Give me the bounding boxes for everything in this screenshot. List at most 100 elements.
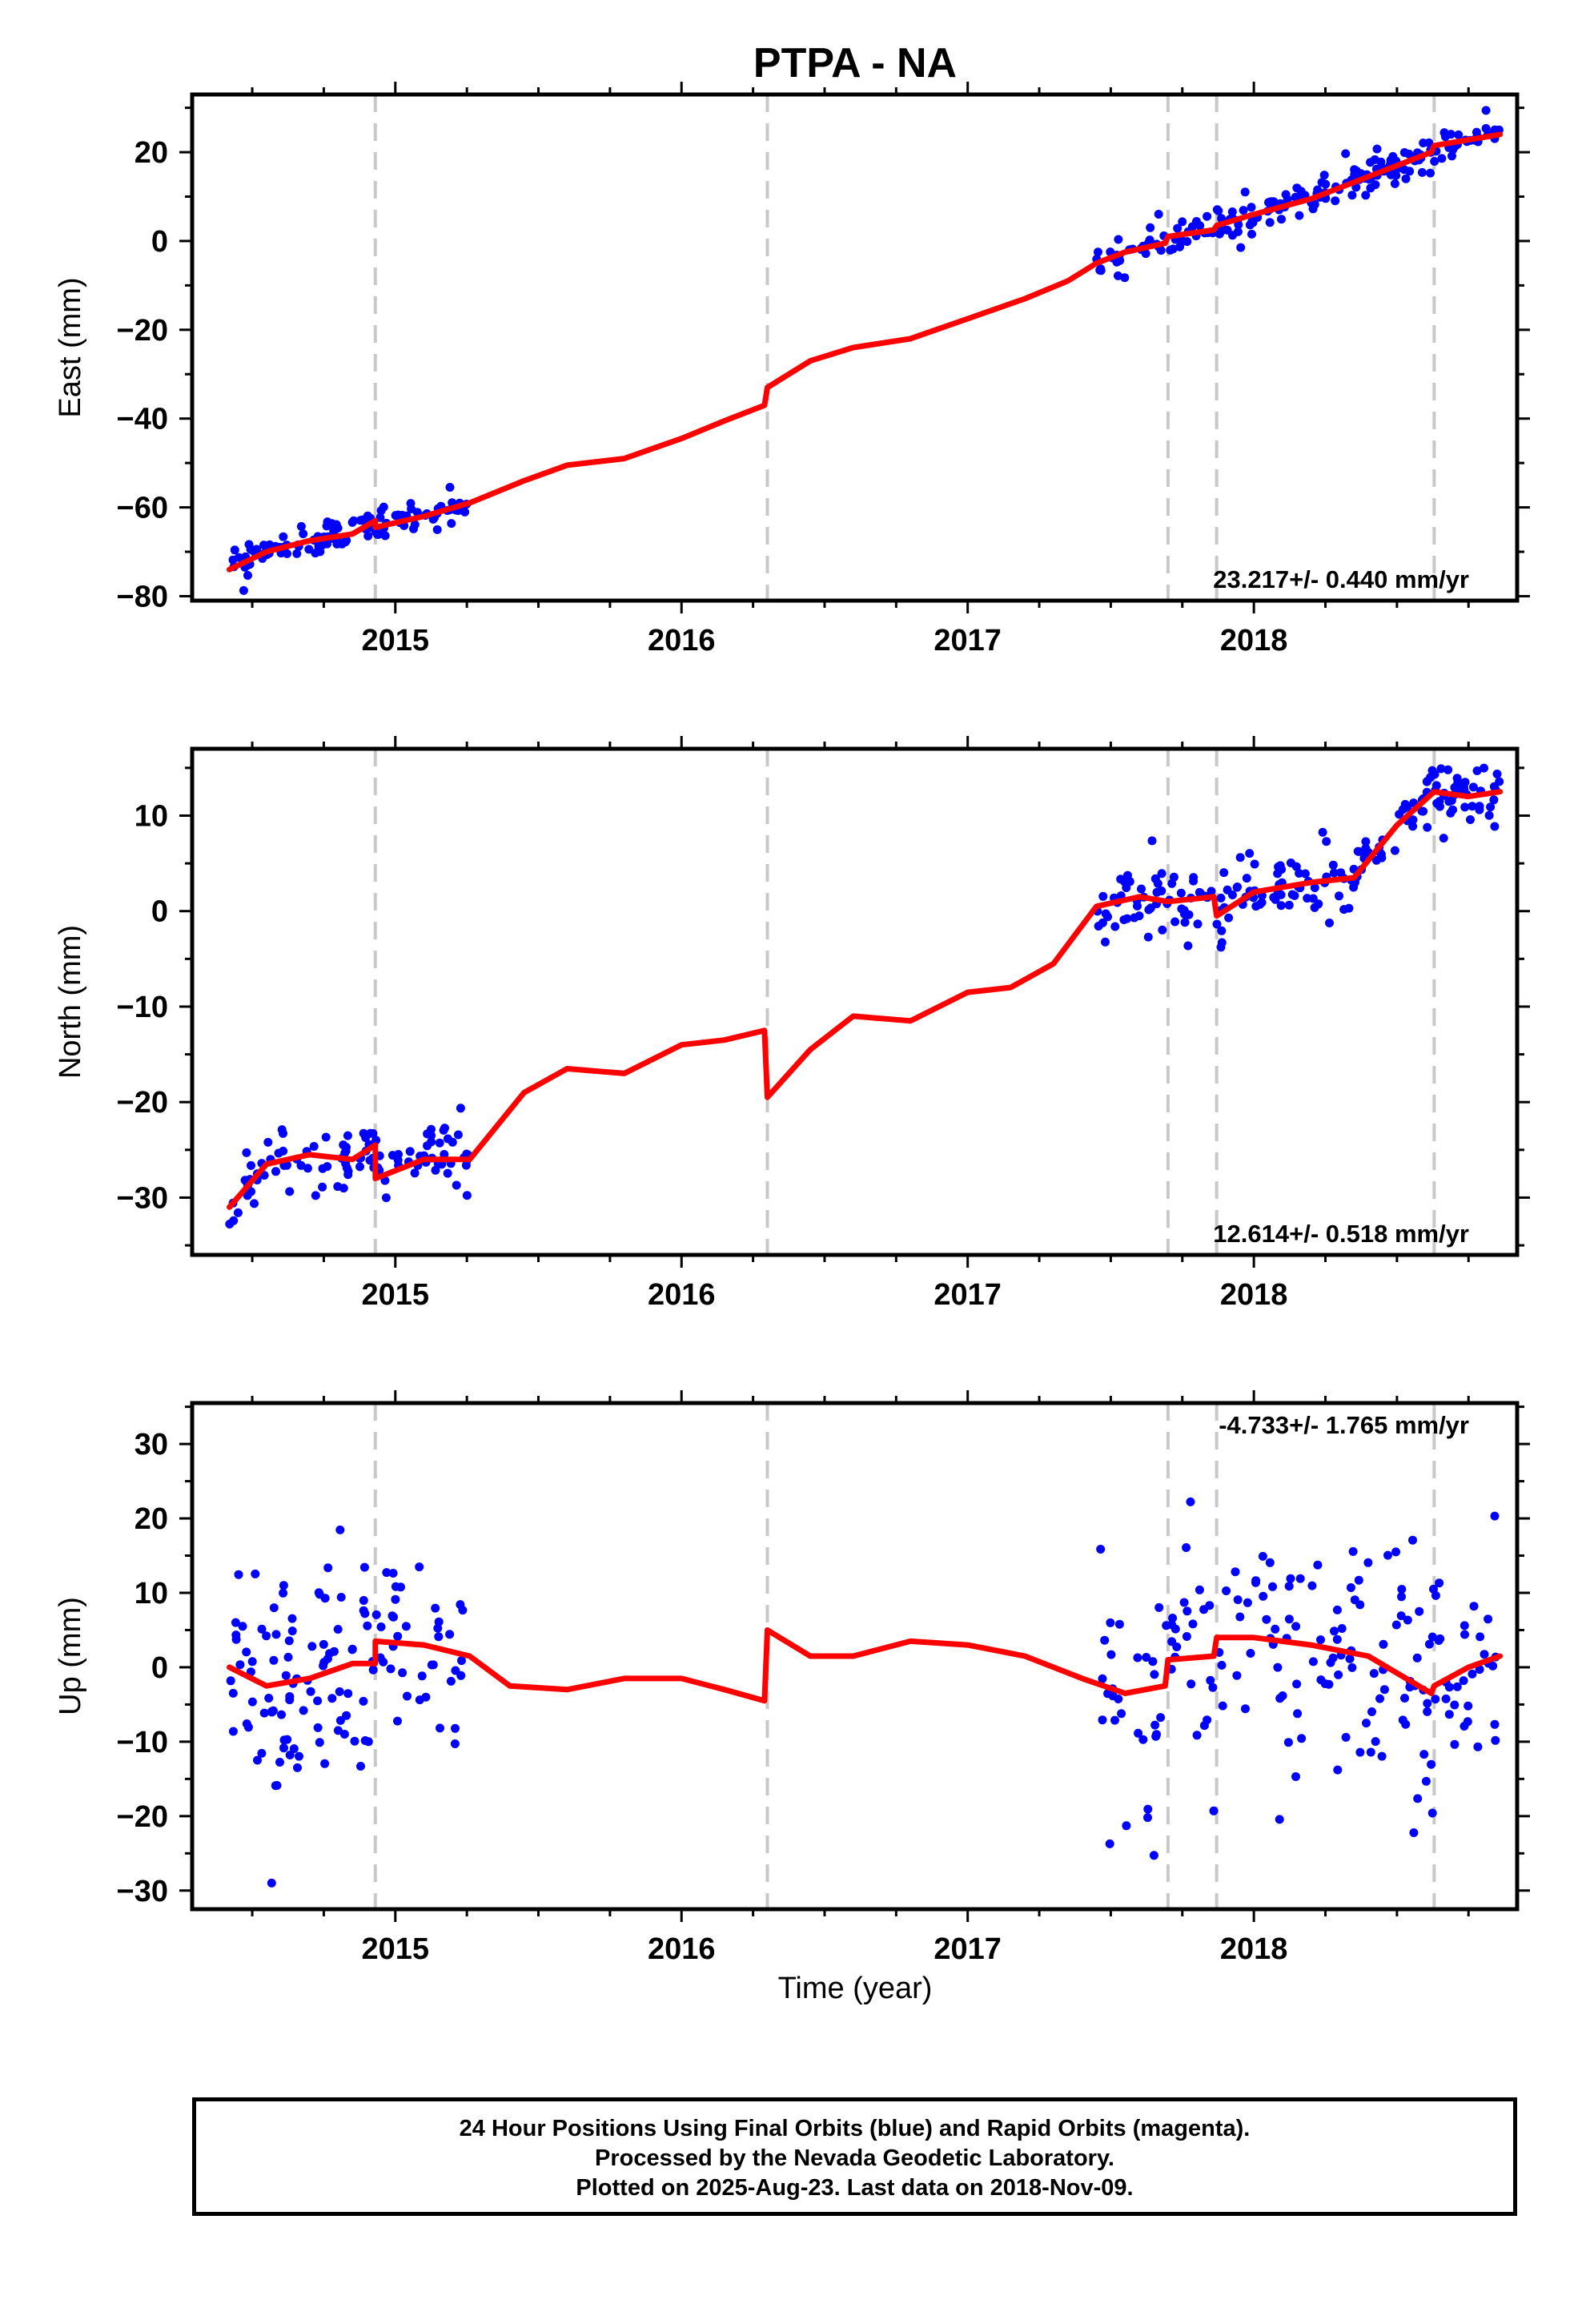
up-point — [1363, 1558, 1373, 1567]
north-point — [427, 1137, 436, 1147]
up-point — [271, 1630, 281, 1639]
east-point — [296, 521, 306, 531]
north-point — [279, 1146, 288, 1156]
north-point — [321, 1132, 331, 1142]
up-point — [1473, 1742, 1483, 1751]
east-point — [341, 537, 351, 546]
up-point — [1397, 1592, 1406, 1602]
up-point — [386, 1664, 396, 1674]
north-model-line — [227, 789, 1504, 1210]
east-rate-label: 23.217+/- 0.440 mm/yr — [1213, 565, 1469, 593]
up-point — [1429, 1584, 1438, 1594]
north-point — [1119, 915, 1129, 924]
north-point — [1480, 763, 1488, 773]
up-point — [283, 1735, 292, 1744]
up-point — [1307, 1581, 1317, 1590]
up-point — [391, 1594, 400, 1604]
up-point — [1297, 1734, 1307, 1743]
up-point — [319, 1661, 328, 1671]
up-point — [1218, 1701, 1227, 1711]
up-point — [1397, 1585, 1407, 1594]
north-point — [343, 1131, 352, 1140]
up-point — [1391, 1620, 1401, 1630]
up-point — [1316, 1635, 1325, 1645]
up-point — [1362, 1719, 1371, 1728]
north-point — [1233, 883, 1242, 891]
up-point — [1182, 1543, 1191, 1552]
up-point — [279, 1581, 288, 1590]
up-point — [1396, 1611, 1406, 1621]
north-point — [1452, 774, 1462, 783]
up-data-points — [226, 1497, 1500, 1888]
east-y-tick-label: 0 — [151, 225, 168, 259]
up-point — [1199, 1721, 1209, 1731]
north-point — [1250, 859, 1259, 869]
east-frame — [190, 92, 1520, 603]
north-point — [1300, 869, 1310, 879]
north-y-tick-label: 0 — [151, 895, 168, 929]
north-point — [1224, 913, 1234, 923]
north-point — [435, 1138, 444, 1148]
up-point — [371, 1610, 381, 1619]
up-point — [347, 1644, 357, 1654]
east-point — [1096, 266, 1106, 275]
up-point — [1450, 1739, 1460, 1749]
up-point — [1182, 1606, 1192, 1616]
up-point — [1350, 1595, 1359, 1605]
caption-line-2: Processed by the Nevada Geodetic Laborat… — [595, 2145, 1114, 2171]
north-point — [1242, 874, 1251, 883]
east-panel: 2015 2016 2017 2018 −80 −60 −40 −20 0 20 East (mm)… — [54, 82, 1530, 657]
up-point — [1480, 1650, 1489, 1659]
up-point — [228, 1727, 238, 1736]
up-point — [393, 1716, 402, 1726]
up-point — [1452, 1682, 1462, 1691]
up-point — [1172, 1642, 1182, 1651]
up-point — [1143, 1813, 1152, 1823]
north-point — [1130, 913, 1139, 923]
up-plot-area — [226, 1403, 1504, 1909]
north-point — [1484, 810, 1494, 820]
up-point — [1186, 1679, 1196, 1689]
up-point — [287, 1614, 297, 1623]
up-point — [363, 1737, 373, 1747]
north-point — [279, 1128, 287, 1138]
up-point — [238, 1622, 247, 1631]
up-point — [1366, 1747, 1375, 1757]
north-point — [1184, 910, 1194, 919]
up-point — [1413, 1794, 1423, 1803]
up-point — [1096, 1545, 1106, 1554]
east-point — [1277, 215, 1286, 224]
up-point — [376, 1622, 386, 1631]
up-point — [1233, 1595, 1243, 1605]
north-rate-label: 12.614+/- 0.518 mm/yr — [1213, 1220, 1469, 1248]
north-point — [271, 1167, 280, 1176]
north-point — [1180, 918, 1190, 927]
north-point — [242, 1148, 251, 1157]
up-point — [1345, 1654, 1355, 1663]
north-point — [371, 1136, 381, 1145]
up-point — [335, 1687, 344, 1696]
north-point — [311, 1191, 320, 1200]
up-point — [1375, 1694, 1384, 1703]
up-point — [1154, 1602, 1164, 1612]
north-point — [285, 1187, 295, 1196]
east-point — [315, 547, 325, 557]
north-point — [1183, 941, 1193, 951]
up-y-tick-label: 20 — [135, 1502, 168, 1536]
east-point — [1281, 190, 1291, 199]
east-point — [239, 585, 248, 595]
north-point — [1217, 926, 1227, 935]
north-point — [1344, 903, 1354, 913]
up-y-tick-label: 30 — [135, 1428, 168, 1462]
up-point — [456, 1600, 465, 1610]
north-point — [1390, 846, 1399, 855]
up-point — [1444, 1710, 1454, 1719]
east-point — [1236, 243, 1246, 252]
up-point — [1259, 1591, 1268, 1601]
up-point — [451, 1723, 460, 1733]
east-point — [230, 545, 239, 555]
up-point — [1265, 1558, 1275, 1567]
east-point — [1295, 211, 1304, 220]
up-point — [277, 1710, 286, 1719]
north-point — [343, 1170, 353, 1180]
